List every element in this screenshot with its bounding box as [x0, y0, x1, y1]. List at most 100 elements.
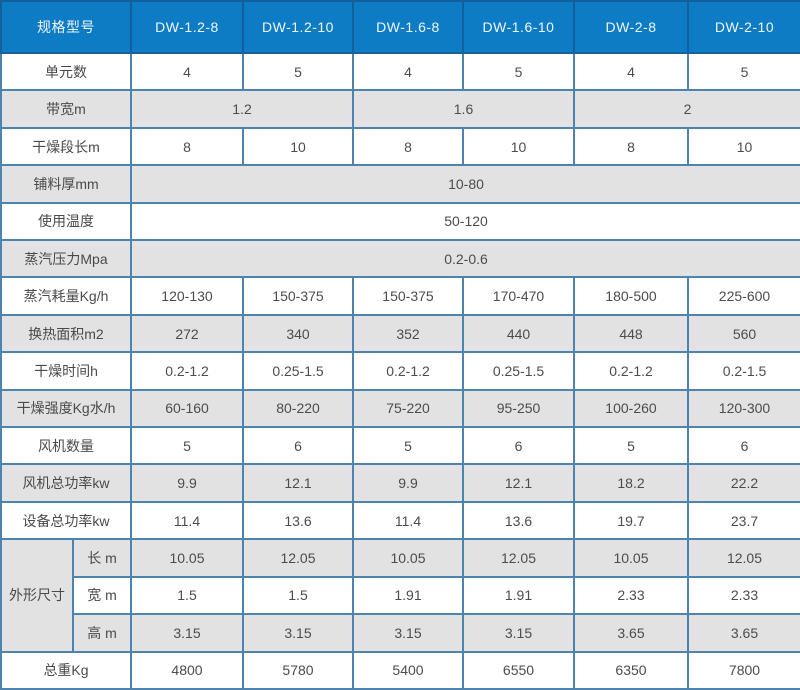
column-header: DW-2-8 — [573, 0, 689, 54]
cell-value: 13.6 — [242, 500, 354, 541]
cell-value: 10 — [242, 126, 354, 167]
cell-value: 4 — [352, 51, 464, 92]
cell-value: 60-160 — [130, 388, 244, 429]
cell-value: 12.05 — [242, 538, 354, 578]
table-row: 换热面积m2 272 340 352 440 448 560 — [0, 313, 800, 354]
cell-value: 8 — [352, 126, 464, 167]
column-header: DW-1.2-10 — [242, 0, 354, 54]
cell-value: 0.2-1.5 — [687, 351, 800, 391]
row-group-label: 外形尺寸 — [0, 538, 74, 653]
cell-value: 50-120 — [130, 201, 800, 242]
row-label: 干燥段长m — [0, 126, 132, 167]
column-header: DW-1.2-8 — [130, 0, 244, 54]
table-row: 带宽m 1.2 1.6 2 — [0, 89, 800, 129]
corner-header: 规格型号 — [0, 0, 132, 54]
table-row: 使用温度 50-120 — [0, 201, 800, 242]
cell-value: 22.2 — [687, 463, 800, 503]
cell-value: 80-220 — [242, 388, 354, 429]
cell-value: 19.7 — [573, 500, 689, 541]
row-label: 带宽m — [0, 89, 132, 129]
row-label: 蒸汽耗量Kg/h — [0, 276, 132, 316]
cell-value: 12.05 — [687, 538, 800, 578]
cell-value: 4 — [130, 51, 244, 92]
cell-value: 10.05 — [130, 538, 244, 578]
cell-value: 352 — [352, 313, 464, 354]
cell-value: 0.25-1.5 — [462, 351, 575, 391]
cell-value: 1.91 — [462, 575, 575, 616]
row-label: 换热面积m2 — [0, 313, 132, 354]
cell-value: 6 — [242, 426, 354, 466]
cell-value: 10.05 — [573, 538, 689, 578]
cell-value: 2.33 — [687, 575, 800, 616]
cell-value: 95-250 — [462, 388, 575, 429]
row-label: 使用温度 — [0, 201, 132, 242]
cell-value: 100-260 — [573, 388, 689, 429]
cell-value: 9.9 — [130, 463, 244, 503]
cell-value: 120-300 — [687, 388, 800, 429]
cell-value: 560 — [687, 313, 800, 354]
row-label: 宽 m — [72, 575, 132, 616]
cell-value: 5400 — [352, 650, 464, 690]
header-row: 规格型号 DW-1.2-8 DW-1.2-10 DW-1.6-8 DW-1.6-10 D… — [0, 0, 800, 54]
cell-value: 5 — [352, 426, 464, 466]
row-label: 干燥时间h — [0, 351, 132, 391]
cell-value: 120-130 — [130, 276, 244, 316]
cell-value: 8 — [573, 126, 689, 167]
cell-value: 5 — [130, 426, 244, 466]
table-row: 设备总功率kw 11.4 13.6 11.4 13.6 19.7 23.7 — [0, 500, 800, 541]
cell-value: 5 — [687, 51, 800, 92]
cell-value: 8 — [130, 126, 244, 167]
row-label: 风机总功率kw — [0, 463, 132, 503]
cell-value: 11.4 — [130, 500, 244, 541]
row-label: 总重Kg — [0, 650, 132, 690]
cell-value: 3.65 — [687, 613, 800, 653]
table-row: 干燥段长m 8 10 8 10 8 10 — [0, 126, 800, 167]
cell-value: 10.05 — [352, 538, 464, 578]
table-header: 规格型号 DW-1.2-8 DW-1.2-10 DW-1.6-8 DW-1.6-10 D… — [0, 0, 800, 54]
cell-value: 6550 — [462, 650, 575, 690]
cell-value: 12.1 — [462, 463, 575, 503]
table-row: 干燥时间h 0.2-1.2 0.25-1.5 0.2-1.2 0.25-1.5 0.2-1… — [0, 351, 800, 391]
cell-value: 10-80 — [130, 164, 800, 204]
row-label: 高 m — [72, 613, 132, 653]
cell-value: 18.2 — [573, 463, 689, 503]
cell-value: 3.65 — [573, 613, 689, 653]
cell-value: 0.2-1.2 — [573, 351, 689, 391]
cell-value: 12.1 — [242, 463, 354, 503]
cell-value: 150-375 — [242, 276, 354, 316]
cell-value: 5780 — [242, 650, 354, 690]
cell-value: 1.5 — [242, 575, 354, 616]
cell-value: 11.4 — [352, 500, 464, 541]
table-row: 铺料厚mm 10-80 — [0, 164, 800, 204]
table-row: 风机数量 5 6 5 6 5 6 — [0, 426, 800, 466]
cell-value: 10 — [687, 126, 800, 167]
table-row: 蒸汽压力Mpa 0.2-0.6 — [0, 239, 800, 279]
cell-value: 3.15 — [242, 613, 354, 653]
row-label: 长 m — [72, 538, 132, 578]
cell-value: 180-500 — [573, 276, 689, 316]
cell-value: 4 — [573, 51, 689, 92]
cell-value: 13.6 — [462, 500, 575, 541]
table-row: 蒸汽耗量Kg/h 120-130 150-375 150-375 170-470 180-… — [0, 276, 800, 316]
cell-value: 1.2 — [130, 89, 354, 129]
row-label: 蒸汽压力Mpa — [0, 239, 132, 279]
table-row: 外形尺寸长 m 10.05 12.05 10.05 12.05 10.05 12.05 — [0, 538, 800, 653]
cell-value: 1.91 — [352, 575, 464, 616]
cell-value: 3.15 — [352, 613, 464, 653]
cell-value: 12.05 — [462, 538, 575, 578]
cell-value: 440 — [462, 313, 575, 354]
cell-value: 1.6 — [352, 89, 575, 129]
row-label: 设备总功率kw — [0, 500, 132, 541]
cell-value: 0.2-1.2 — [352, 351, 464, 391]
table-body: 单元数 4 5 4 5 4 5 带宽m 1.2 1.6 2 干燥段长m 8 10 8 10 8 10 铺料厚mm 10… — [0, 51, 800, 690]
cell-value: 23.7 — [687, 500, 800, 541]
cell-value: 0.2-1.2 — [130, 351, 244, 391]
cell-value: 448 — [573, 313, 689, 354]
cell-value: 9.9 — [352, 463, 464, 503]
cell-value: 3.15 — [130, 613, 244, 653]
table-row: 总重Kg 4800 5780 5400 6550 6350 7800 — [0, 650, 800, 690]
table-row: 宽 m 1.5 1.5 1.91 1.91 2.33 2.33 — [1, 575, 800, 616]
cell-value: 1.5 — [130, 575, 244, 616]
